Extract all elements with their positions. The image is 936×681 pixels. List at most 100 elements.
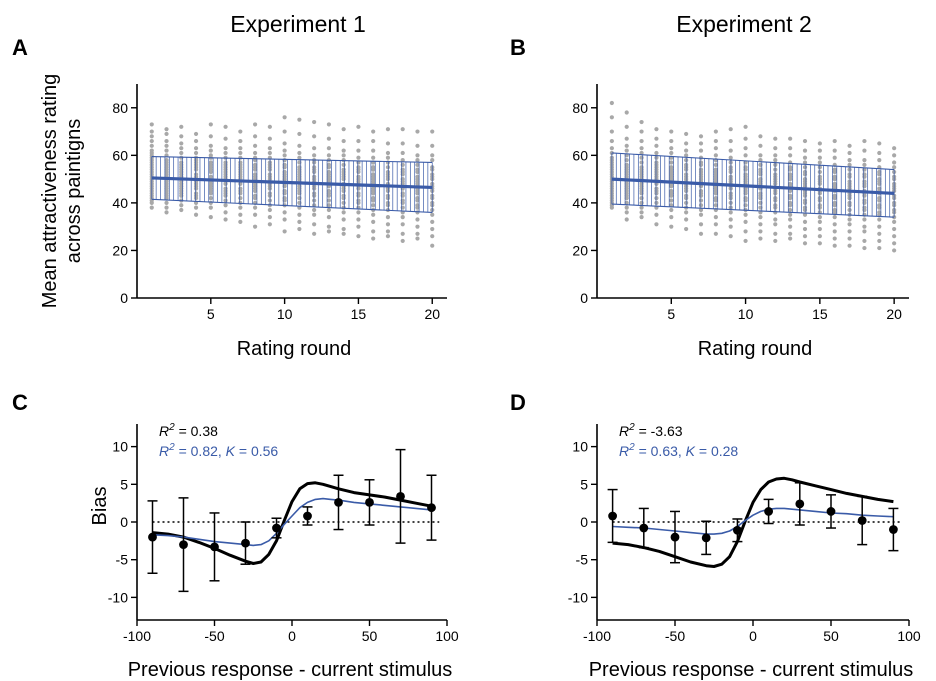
panel-a-x-tick-label: 20 — [424, 306, 440, 322]
panel-c-data-point — [334, 498, 343, 507]
panel-b-scatter-point — [788, 177, 793, 182]
panel-b-scatter-point — [654, 200, 659, 205]
panel-a-scatter-point — [356, 217, 361, 222]
panel-c-x-tick-label: 0 — [288, 628, 296, 644]
panel-a-scatter-point — [356, 210, 361, 215]
panel-a-scatter-point — [208, 143, 213, 148]
panel-b-scatter-point — [832, 243, 837, 248]
panel-a-y-axis-label-line-2: across paintigns — [63, 119, 85, 264]
panel-b-scatter-point — [892, 160, 897, 165]
panel-a-scatter-point — [415, 236, 420, 241]
panel-a-scatter-point — [164, 210, 169, 215]
panel-a-scatter-point — [179, 141, 184, 146]
panel-a-scatter-point — [341, 148, 346, 153]
panel-b-scatter-point — [847, 207, 852, 213]
panel-a-scatter-point — [193, 205, 199, 210]
panel-b-scatter-point — [698, 193, 704, 198]
panel-a-scatter-point — [341, 205, 346, 210]
panel-c-data-point — [272, 523, 281, 533]
panel-c-k-symbol: K — [226, 443, 236, 459]
panel-a-scatter-point — [164, 131, 169, 137]
panel-a-scatter-point — [252, 150, 258, 156]
panel-b-scatter-point — [669, 198, 674, 203]
panel-b-scatter-point — [817, 205, 822, 210]
panel-a-scatter-point — [252, 196, 258, 201]
panel-b-scatter-point — [669, 193, 674, 198]
panel-a-scatter-point — [164, 148, 169, 153]
panel-a-scatter-point — [223, 124, 228, 129]
panel-c-x-axis-label: Previous response - current stimulus — [128, 659, 453, 681]
panel-b-scatter-point — [773, 238, 778, 244]
panel-b-scatter-point — [817, 181, 822, 186]
panel-a-scatter-point — [430, 129, 435, 134]
panel-a-scatter-point — [326, 146, 332, 151]
panel-b-scatter-point — [654, 212, 659, 217]
panel-a-scatter-point — [385, 188, 391, 194]
panel-b-scatter-point — [758, 153, 763, 158]
panel-c-stat-line-1: R2 = 0.38 — [159, 422, 218, 439]
panel-a-scatter-point — [371, 167, 376, 172]
panel-b-scatter-point — [728, 234, 733, 239]
panel-b-scatter-point — [817, 191, 822, 196]
panel-a-scatter-point — [223, 198, 228, 203]
panel-b-scatter-point — [698, 207, 704, 213]
panel-c-r-squared-symbol: R — [159, 423, 169, 439]
panel-d-r-squared-symbol: R — [619, 443, 629, 459]
panel-a-scatter-point — [238, 129, 243, 134]
panel-a-scatter-point — [238, 155, 243, 160]
panel-b-scatter-point — [758, 143, 763, 148]
panel-a-scatter-point — [282, 229, 287, 234]
panel-a-scatter-point — [238, 219, 243, 225]
panel-a-scatter-point — [415, 169, 420, 175]
panel-b-scatter-point — [713, 222, 718, 227]
panel-b-scatter-point — [847, 217, 852, 222]
panel-a-scatter-point — [312, 153, 317, 158]
panel-a-scatter-point — [149, 122, 154, 127]
panel-d-x-tick-label: 0 — [749, 628, 757, 644]
panel-a-scatter-point — [371, 129, 376, 134]
panel-a-scatter-point — [385, 203, 391, 208]
panel-a-scatter-point — [356, 186, 361, 191]
panel-a-scatter-point — [179, 134, 184, 139]
panel-b-scatter-point — [847, 203, 852, 208]
panel-b-scatter-point — [832, 148, 837, 153]
panel-a-scatter-point — [208, 191, 213, 196]
panel-b-scatter-point — [758, 222, 763, 227]
panel-a-scatter-point — [149, 143, 154, 148]
panel-b-scatter-point — [639, 210, 644, 215]
panel-d-y-tick-label: 5 — [580, 476, 588, 492]
panel-b-scatter-point — [773, 136, 778, 141]
panel-b-scatter-point — [892, 146, 897, 151]
panel-d-r-squared-value: = -3.63 — [635, 423, 683, 439]
panel-b-scatter-point — [802, 193, 808, 198]
panel-a-scatter-point — [223, 150, 228, 156]
panel-a-y-axis-label: Mean attractiveness rating across paintig… — [39, 74, 85, 309]
panel-b-scatter-point — [698, 141, 704, 146]
panel-b-y-tick-label: 80 — [572, 100, 588, 116]
panel-b-scatter-point — [862, 148, 867, 153]
panel-a-scatter-point — [326, 207, 332, 213]
panel-a-scatter-point — [238, 138, 243, 144]
panel-b-x-tick-label: 10 — [738, 306, 754, 322]
panel-b-scatter-point — [817, 198, 822, 203]
panel-b-scatter-point — [802, 155, 808, 160]
panel-b-scatter-point — [832, 229, 837, 234]
panel-a-scatter-point — [371, 229, 376, 234]
panel-b-scatter-point — [832, 155, 837, 160]
panel-b-scatter-point — [713, 138, 718, 144]
panel-b-scatter-point — [832, 177, 837, 182]
panel-b-scatter-point — [788, 231, 793, 236]
panel-b-scatter-point — [669, 160, 674, 165]
panel-a-scatter-point — [208, 148, 213, 153]
panel-a-scatter-point — [267, 146, 272, 151]
panel-a-scatter-point — [371, 236, 376, 241]
panel-a-scatter-point — [193, 138, 199, 144]
panel-a-scatter-point — [179, 146, 184, 151]
panel-b-scatter-point — [788, 136, 793, 141]
panel-a-scatter-point — [356, 148, 361, 153]
panel-a-scatter-point — [385, 155, 391, 160]
panel-a-scatter-point — [282, 148, 287, 153]
panel-d-x-tick-label: 50 — [823, 628, 839, 644]
panel-a-scatter-point — [252, 134, 258, 139]
panel-b-scatter-point — [669, 207, 674, 213]
